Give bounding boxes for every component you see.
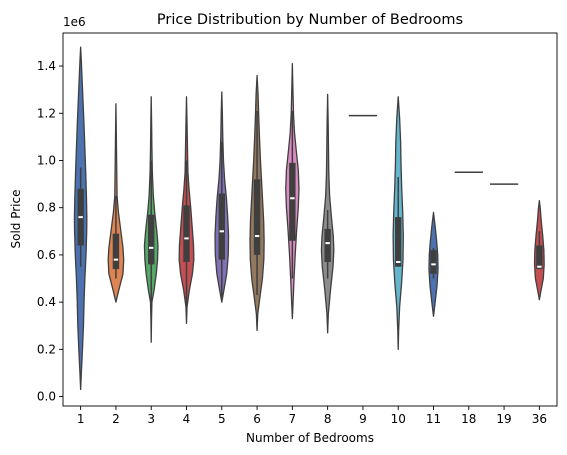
x-tick-label-18: 18: [461, 412, 476, 426]
violin-36-iqr-box: [536, 245, 543, 270]
x-tick-label-6: 6: [253, 412, 261, 426]
x-tick-label-1: 1: [77, 412, 85, 426]
y-tick-label-2: 0.4: [37, 295, 56, 309]
chart-title: Price Distribution by Number of Bedrooms: [157, 12, 463, 28]
y-tick-label-6: 1.2: [37, 106, 56, 120]
violin-2-iqr-box: [112, 233, 120, 270]
violin-4-median: [184, 237, 189, 240]
y-tick-label-3: 0.6: [37, 248, 56, 262]
violin-6-iqr-box: [253, 179, 261, 255]
x-tick-label-2: 2: [112, 412, 120, 426]
violin-1-median: [78, 216, 83, 219]
y-multiplier-label: 1e6: [63, 15, 86, 29]
x-tick-label-4: 4: [183, 412, 191, 426]
violin-36-median: [537, 265, 542, 268]
x-tick-label-10: 10: [391, 412, 406, 426]
x-tick-label-11: 11: [426, 412, 441, 426]
violin-2-median: [113, 258, 119, 261]
violin-7-median: [290, 197, 295, 200]
axes-group: 1 2 3 4 5 6 7 8 9 10 11 18 19 36 0.0 0.2 0.4 0.6 0.8 1.0 1.2…: [37, 59, 547, 426]
violin-11-median: [431, 263, 436, 266]
violin-11-iqr-box: [430, 250, 437, 274]
violin-8-iqr-box: [324, 228, 331, 262]
violin-5-iqr-box: [218, 193, 225, 260]
violin-4-iqr-box: [183, 205, 190, 262]
y-tick-label-7: 1.4: [37, 59, 56, 73]
x-tick-label-9: 9: [359, 412, 367, 426]
y-tick-label-0: 0.0: [37, 390, 56, 404]
plot-frame: [62, 32, 558, 407]
x-tick-label-19: 19: [496, 412, 511, 426]
x-tick-label-7: 7: [289, 412, 297, 426]
violin-10-median: [396, 260, 401, 263]
violins-group: [73, 46, 545, 391]
x-tick-label-8: 8: [324, 412, 332, 426]
violin-8-median: [325, 242, 330, 245]
violin-5-median: [219, 230, 224, 233]
violin-3-median: [149, 246, 154, 249]
y-axis-label: Sold Price: [9, 190, 23, 249]
y-tick-label-4: 0.8: [37, 201, 56, 215]
x-tick-label-36: 36: [532, 412, 547, 426]
violin-7-iqr-box: [289, 162, 296, 241]
x-tick-label-3: 3: [147, 412, 155, 426]
violin-3-iqr-box: [148, 214, 155, 265]
violin-6-median: [254, 235, 260, 238]
y-tick-label-1: 0.2: [37, 342, 56, 356]
violin-10-iqr-box: [395, 217, 402, 267]
x-tick-label-5: 5: [218, 412, 226, 426]
y-tick-label-5: 1.0: [37, 153, 56, 167]
x-axis-label: Number of Bedrooms: [246, 431, 374, 445]
